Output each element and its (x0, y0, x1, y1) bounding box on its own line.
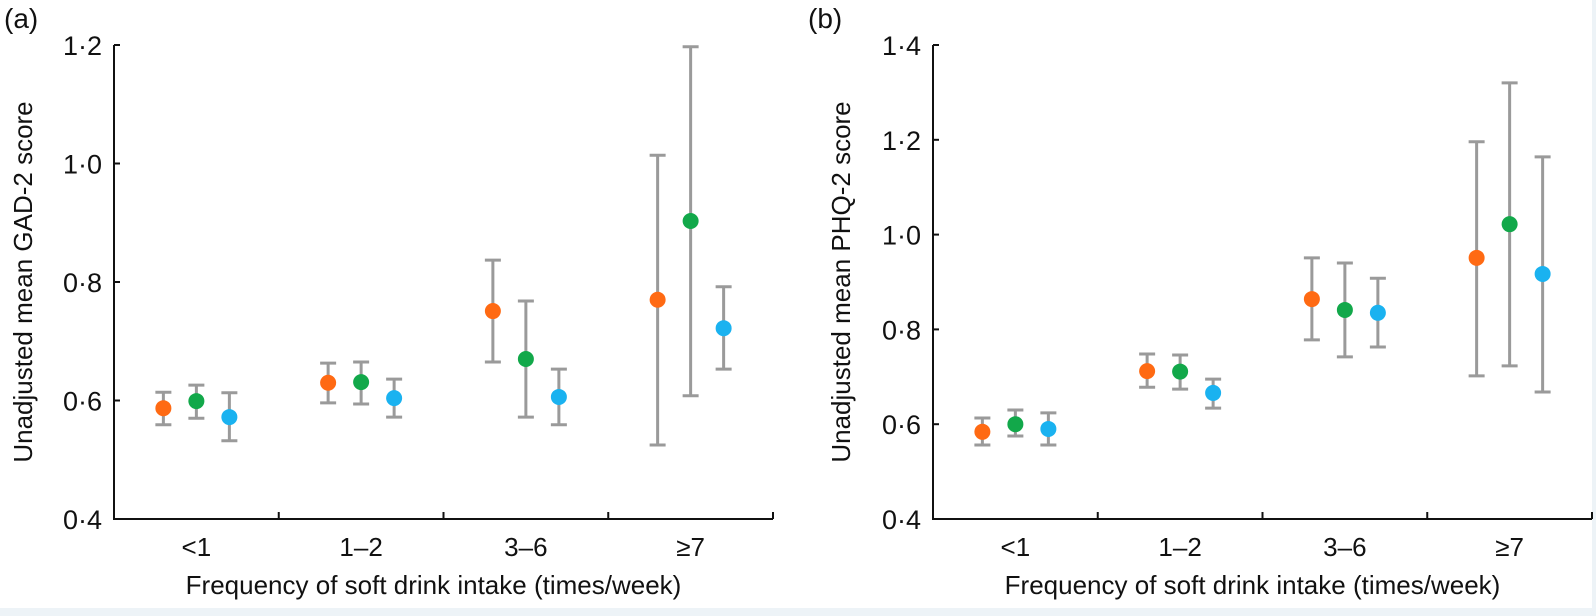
y-axis-title: Unadjusted mean GAD-2 score (8, 101, 38, 462)
x-axis-title: Frequency of soft drink intake (times/we… (1005, 570, 1501, 600)
x-tick-label: ≥7 (676, 532, 705, 562)
series-1 (1007, 81, 1518, 438)
data-point (155, 400, 172, 417)
panel-label: (b) (808, 3, 842, 34)
series-1 (188, 45, 699, 420)
data-point (320, 374, 337, 391)
chart-panel-a: (a) 0·4 0·6 0·8 1·0 1·2 <1 1–2 3–6 ≥7 Frequency of… (4, 3, 774, 600)
data-point (1007, 416, 1024, 433)
data-point (221, 409, 238, 426)
x-tick-label: 3–6 (504, 532, 547, 562)
data-point (484, 303, 501, 320)
x-tick-label: ≥7 (1495, 532, 1524, 562)
data-point (1172, 363, 1189, 380)
y-tick-label: 0·6 (882, 410, 921, 440)
data-point (1336, 301, 1353, 318)
data-point (1139, 363, 1156, 380)
x-axis-title: Frequency of soft drink intake (times/we… (186, 570, 682, 600)
series-2 (1040, 155, 1551, 447)
y-tick-label: 0·4 (882, 505, 921, 535)
data-point (974, 423, 991, 440)
series-2 (221, 285, 732, 443)
x-tick-label: 1–2 (339, 532, 382, 562)
data-point (1369, 304, 1386, 321)
data-point (715, 320, 732, 337)
data-point (1534, 265, 1551, 282)
x-tick-label: <1 (182, 532, 212, 562)
x-tick-label: 3–6 (1323, 532, 1366, 562)
data-point (1040, 420, 1057, 437)
data-point (649, 291, 666, 308)
x-tick-label: <1 (1001, 532, 1031, 562)
data-point (517, 351, 534, 368)
data-point (386, 390, 403, 407)
y-axis-title: Unadjusted mean PHQ-2 score (826, 101, 856, 462)
y-tick-label: 1·4 (882, 31, 921, 61)
data-point (1205, 384, 1222, 401)
panel-label: (a) (4, 3, 38, 34)
y-tick-label: 1·0 (882, 221, 921, 251)
y-tick-label: 0·8 (882, 315, 921, 345)
y-tick-label: 0·6 (63, 387, 102, 417)
data-point (353, 374, 370, 391)
y-tick-label: 1·2 (882, 126, 921, 156)
data-point (682, 212, 699, 229)
data-point (1501, 216, 1518, 233)
data-point (1303, 291, 1320, 308)
data-point (1468, 249, 1485, 266)
y-tick-label: 0·8 (63, 268, 102, 298)
x-tick-label: 1–2 (1158, 532, 1201, 562)
data-point (550, 388, 567, 405)
y-tick-label: 1·0 (63, 150, 102, 180)
data-point (188, 393, 205, 410)
y-tick-label: 1·2 (63, 31, 102, 61)
series-0 (974, 140, 1485, 447)
y-tick-label: 0·4 (63, 505, 102, 535)
chart-panel-b: (b) 0·4 0·6 0·8 1·0 1·2 1·4 <1 1–2 3–6 ≥7 Frequency… (808, 3, 1593, 600)
series-0 (155, 153, 666, 447)
